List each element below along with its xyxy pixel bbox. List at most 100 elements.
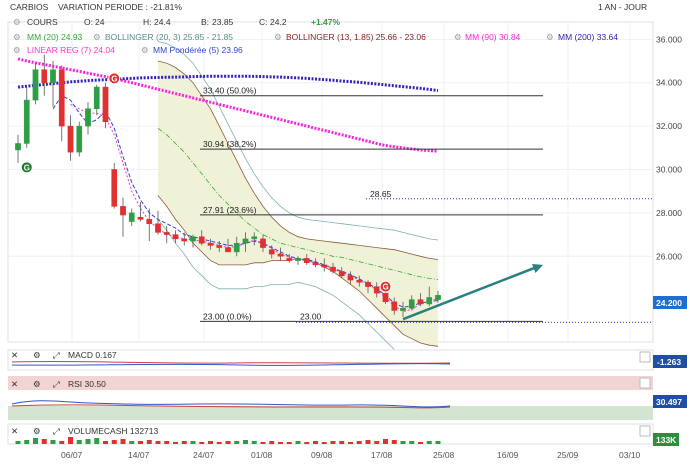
expand-icon[interactable]: ⤢ <box>52 350 60 360</box>
volume-bar <box>59 441 65 444</box>
gear-icon[interactable]: ⚙ <box>141 45 149 55</box>
volume-bar <box>103 441 108 444</box>
gear-icon[interactable]: ⚙ <box>33 350 41 360</box>
volume-bar <box>374 441 380 444</box>
volume-bars <box>15 437 441 444</box>
candle-body <box>111 169 118 207</box>
close-icon[interactable]: ✕ <box>11 379 18 389</box>
candle-body <box>41 69 48 83</box>
volume-bar <box>426 441 432 444</box>
volume-bar <box>120 439 126 444</box>
fib-level-label: 23.00 (0.0%) <box>203 311 252 321</box>
candle-body <box>76 125 83 153</box>
candle-body <box>181 238 188 242</box>
fib-level-label: 33.40 (50.0%) <box>203 86 257 96</box>
gear-icon[interactable]: ⚙ <box>13 45 21 55</box>
x-tick-label: 06/07 <box>61 450 83 460</box>
volume-bar <box>339 441 345 444</box>
volume-bar <box>85 439 91 444</box>
candle-body <box>233 242 240 253</box>
legend-mm200[interactable]: MM (200) 33.64 <box>558 32 618 42</box>
candle-body <box>32 69 39 101</box>
legend-bollinger20[interactable]: BOLLINGER (20, 3) 25.85 - 21.85 <box>105 32 233 42</box>
signals: G G G <box>20 72 392 293</box>
gear-icon[interactable]: ⚙ <box>93 32 101 42</box>
volume-bar <box>365 440 371 444</box>
ohlc-b-label: B: <box>201 17 209 27</box>
volume-bar <box>94 438 100 444</box>
volume-bar <box>383 439 388 444</box>
period-label[interactable]: 1 AN - JOUR <box>598 2 647 12</box>
y-tick-label: 28.000 <box>656 208 682 218</box>
y-tick-label: 32.000 <box>656 121 682 131</box>
volume-bar <box>190 441 196 444</box>
expand-icon[interactable]: ⤢ <box>52 379 60 389</box>
signal-label: G <box>24 163 30 172</box>
legend-cours[interactable]: ⚙ COURS <box>13 17 58 27</box>
x-tick-label: 24/07 <box>193 450 215 460</box>
candle-body <box>67 125 74 153</box>
volume-bar <box>208 441 213 444</box>
volume-bar <box>260 442 266 444</box>
gear-icon[interactable]: ⚙ <box>33 379 41 389</box>
gear-icon[interactable]: ⚙ <box>13 32 21 42</box>
fibonacci-levels: 33.40 (50.0%) 30.94 (38.2%) 27.91 (23.6%) 2… <box>200 86 653 323</box>
macd-label: MACD 0.167 <box>68 350 117 360</box>
candle-body <box>338 271 345 277</box>
volume-bar <box>409 441 415 444</box>
gear-icon[interactable]: ⚙ <box>274 32 282 42</box>
rsi-value: 30.497 <box>656 397 682 407</box>
y-tick-label: 36.000 <box>656 34 682 44</box>
volume-bar <box>321 442 327 444</box>
candle-body <box>207 242 214 246</box>
rsi-panel-checkbox[interactable] <box>639 377 651 389</box>
x-tick-label: 17/08 <box>371 450 393 460</box>
candle-body <box>137 216 144 220</box>
legend-mm20[interactable]: MM (20) 24.93 <box>27 32 83 42</box>
legend-mm90[interactable]: MM (90) 30.84 <box>465 32 521 42</box>
ohlc-h-label: H: <box>143 17 152 27</box>
volume-bar <box>295 441 301 444</box>
candle-body <box>172 234 179 240</box>
volume-panel-checkbox[interactable] <box>639 425 651 437</box>
gear-icon[interactable]: ⚙ <box>33 426 41 436</box>
candle-body <box>365 282 371 287</box>
rsi-label: RSI 30.50 <box>68 379 106 389</box>
close-icon[interactable]: ✕ <box>11 426 18 436</box>
candle-body <box>146 219 153 224</box>
y-tick-label: 30.000 <box>656 164 682 174</box>
gear-icon[interactable]: ⚙ <box>13 17 21 27</box>
candle-body <box>295 258 301 261</box>
macd-signal-line <box>11 363 451 366</box>
volume-bar <box>278 442 283 444</box>
expand-icon[interactable]: ⤢ <box>52 426 60 436</box>
gear-icon[interactable]: ⚙ <box>546 32 554 42</box>
candle-body <box>330 266 336 272</box>
macd-panel-checkbox[interactable] <box>639 351 651 363</box>
close-icon[interactable]: ✕ <box>11 350 18 360</box>
volume-bar <box>418 442 423 444</box>
signal-marker[interactable] <box>379 280 392 293</box>
gear-icon[interactable]: ⚙ <box>454 32 462 42</box>
ohlc-c-value: 24.2 <box>270 17 287 27</box>
x-tick-label: 09/08 <box>311 450 333 460</box>
signal-marker[interactable] <box>108 72 121 85</box>
candle-body <box>382 292 389 303</box>
legend-mm-ponderee[interactable]: MM Pondérée (5) 23.96 <box>153 45 243 55</box>
candle-body <box>163 232 170 235</box>
volume-bar <box>15 441 21 444</box>
legend-bollinger13[interactable]: BOLLINGER (13, 1.85) 25.66 - 23.06 <box>286 32 426 42</box>
volume-bar <box>33 438 38 444</box>
y-axis: 36.000 34.000 32.000 30.000 28.000 26.000 <box>656 34 682 261</box>
signal-marker[interactable] <box>20 161 33 174</box>
candle-body <box>85 108 91 127</box>
variation-periode: VARIATION PERIODE : -21.81% <box>58 2 182 12</box>
volume-bar <box>216 442 222 444</box>
bollinger-band <box>157 41 439 371</box>
legend-linreg[interactable]: LINEAR REG (7) 24.04 <box>27 45 115 55</box>
x-tick-label: 01/08 <box>251 450 273 460</box>
bollinger-outer-lower <box>157 219 439 371</box>
volume-label: VOLUMECASH 132713 <box>68 426 159 436</box>
candles <box>15 54 441 317</box>
